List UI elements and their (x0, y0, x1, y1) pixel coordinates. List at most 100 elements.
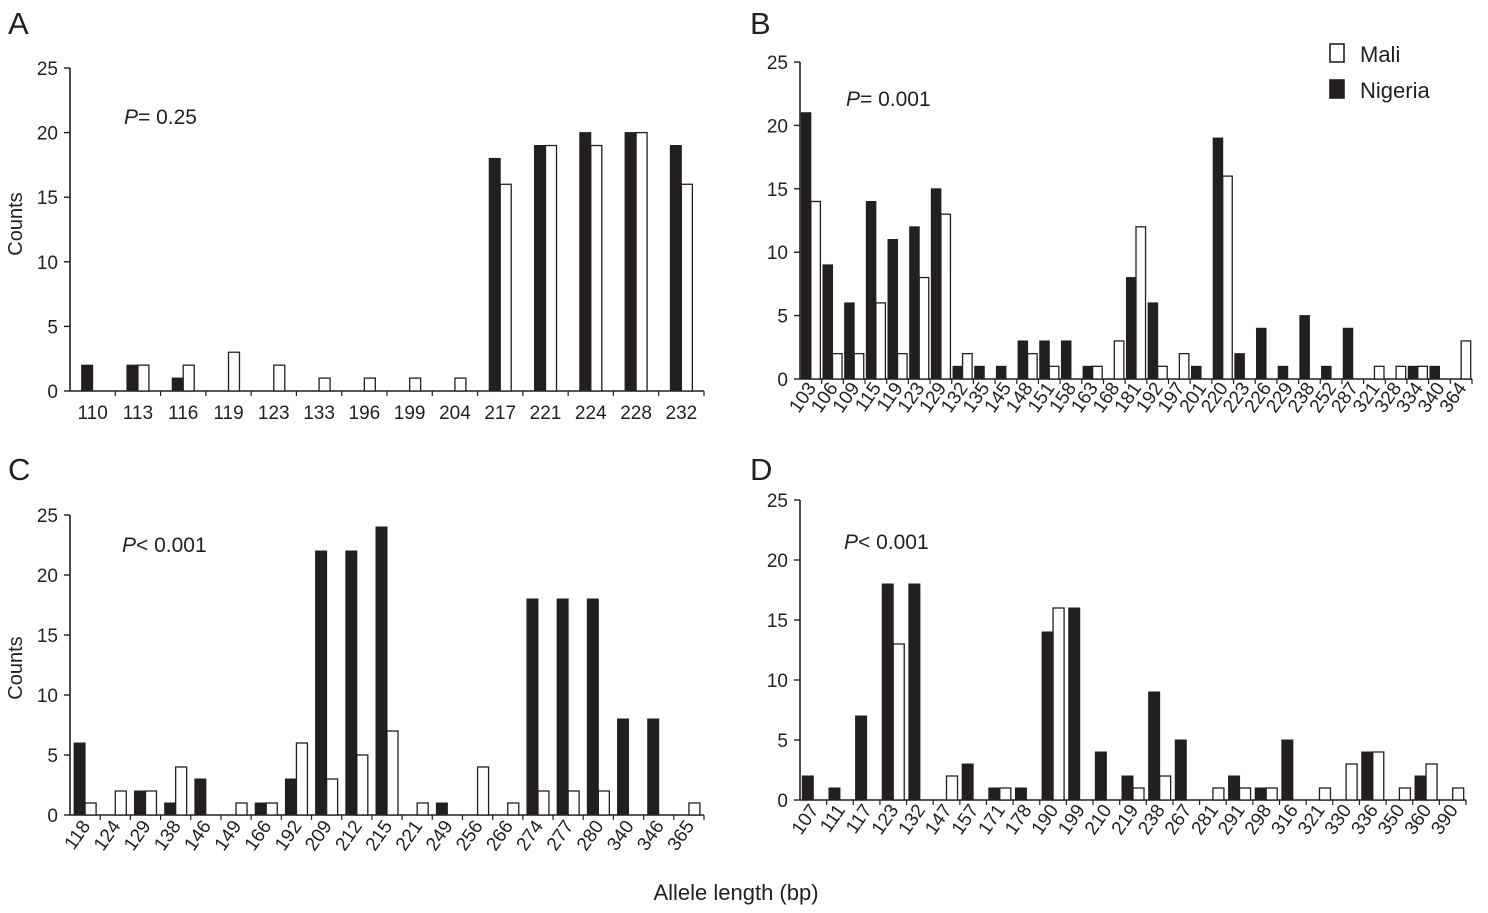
bar-mali (1052, 607, 1065, 801)
x-tick-label: 364 (1436, 378, 1472, 416)
y-tick-label: 10 (37, 686, 58, 707)
bar-mali (688, 802, 701, 816)
bar-nigeria (1147, 302, 1159, 380)
bar-mali (1135, 226, 1147, 380)
x-tick-label: 196 (349, 403, 381, 424)
bar-mali (918, 276, 930, 380)
x-tick-label: 281 (1188, 801, 1223, 839)
bar-mali (1158, 775, 1172, 801)
bar-nigeria (974, 365, 985, 380)
bar-mali (137, 364, 150, 392)
bar-mali (1048, 365, 1060, 380)
bar-mali (1157, 365, 1168, 380)
bar-mali (1265, 787, 1278, 801)
y-tick-label: 25 (767, 491, 788, 512)
bar-mali (1222, 175, 1233, 380)
p-value-annotation: P< 0.001 (122, 534, 207, 557)
x-tick-label: 204 (439, 403, 471, 424)
x-tick-label: 390 (1427, 801, 1462, 839)
bar-mali (318, 377, 331, 392)
panel-letter: C (8, 452, 30, 487)
x-tick-label: 171 (975, 801, 1010, 839)
x-tick-label: 146 (181, 817, 216, 855)
bar-mali (1091, 365, 1103, 380)
y-tick-label: 5 (777, 307, 788, 328)
bar-mali (680, 183, 694, 392)
bar-nigeria (669, 145, 682, 392)
x-tick-label: 157 (948, 801, 983, 839)
bar-nigeria (1014, 787, 1027, 801)
bar-mali (1318, 787, 1332, 801)
y-tick-label: 15 (37, 188, 58, 209)
bar-nigeria (1414, 775, 1427, 801)
panel-c-locus-b4-chart: C P< 0.001 Counts 0 5 10 15 20 25 118124129138146… (5, 452, 705, 855)
x-tick-label: 221 (530, 403, 562, 424)
bar-nigeria (908, 583, 921, 801)
bar-mali (1398, 787, 1412, 801)
x-tick-label: 119 (213, 403, 243, 424)
y-tick-label: 25 (767, 53, 788, 74)
bar-mali (416, 802, 429, 816)
panel-b-locus-a6-chart: BP= 0.0010510152025103106109115119123129… (750, 6, 1473, 417)
p-value-annotation: P= 0.001 (846, 88, 931, 111)
bar-mali (853, 352, 865, 380)
bar-mali (892, 643, 905, 801)
panel-letter: B (750, 6, 771, 41)
bar-nigeria (254, 802, 267, 816)
bar-nigeria (887, 239, 899, 380)
bar-nigeria (828, 787, 841, 801)
y-tick-label: 0 (777, 791, 788, 812)
x-tick-label: 266 (482, 817, 517, 855)
bar-nigeria (73, 742, 86, 816)
x-tick-label: 212 (332, 817, 367, 855)
bar-mali (831, 352, 843, 380)
x-tick-label: 124 (90, 816, 126, 854)
bar-mali (182, 364, 195, 392)
bar-mali (1372, 751, 1385, 801)
x-tick-label: 209 (301, 817, 336, 855)
y-tick-label: 5 (777, 731, 788, 752)
legend-swatch-nigeria (1329, 79, 1345, 99)
bar-mali (1113, 340, 1125, 380)
bar-nigeria (909, 226, 920, 380)
bar-nigeria (855, 715, 868, 801)
x-tick-label: 199 (394, 403, 426, 424)
bar-nigeria (126, 364, 139, 392)
x-tick-label: 280 (573, 817, 608, 855)
panel-a-locus-a1-chart: A P= 0.25 Counts 0 5 10 15 20 25 110 113 116 119 123 1… (5, 6, 705, 424)
y-tick-label: 5 (47, 746, 58, 767)
bar-mali (1417, 365, 1428, 380)
x-tick-label: 113 (123, 403, 153, 424)
x-tick-label: 192 (271, 817, 306, 855)
y-tick-label: 10 (37, 253, 58, 274)
bar-nigeria (1212, 137, 1224, 380)
bar-nigeria (1121, 775, 1134, 801)
p-symbol: P (844, 531, 858, 554)
bar-nigeria (1342, 327, 1354, 380)
bar-nigeria (1281, 739, 1294, 801)
bar-nigeria (1094, 751, 1107, 801)
bar-mali (1373, 365, 1385, 380)
y-tick-label: 10 (767, 671, 788, 692)
bar-nigeria (1017, 340, 1029, 380)
bar-nigeria (284, 778, 297, 816)
bar-nigeria (1234, 353, 1245, 380)
p-value: = 0.25 (138, 106, 197, 129)
x-tick-label: 147 (921, 801, 956, 839)
bar-mali (476, 766, 490, 816)
bar-mali (1425, 763, 1438, 801)
bar-nigeria (579, 132, 592, 392)
bar-mali (356, 754, 369, 816)
bar-mali (537, 790, 550, 816)
bar-nigeria (1407, 365, 1419, 380)
y-tick-label: 20 (37, 566, 58, 587)
bar-mali (961, 352, 973, 380)
legend: Mali Nigeria (1329, 42, 1430, 103)
y-tick-label: 10 (767, 243, 788, 264)
x-tick-label: 129 (120, 817, 155, 855)
x-tick-label: 215 (362, 817, 397, 855)
bar-mali (945, 775, 959, 801)
y-tick-label: 25 (37, 59, 58, 80)
x-tick-label: 238 (1134, 801, 1169, 839)
